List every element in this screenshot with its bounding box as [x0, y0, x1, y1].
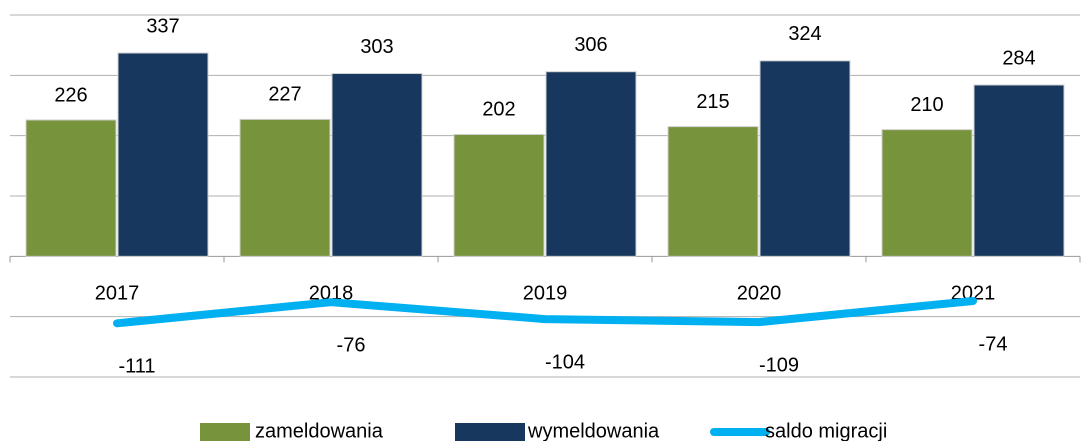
x-tick-label: 2017: [95, 283, 140, 305]
data-label: 210: [910, 94, 943, 116]
data-label: 226: [54, 84, 87, 106]
bar: [331, 73, 423, 257]
data-label: -76: [337, 334, 366, 356]
legend-label: saldo migracji: [765, 420, 887, 441]
bar: [973, 84, 1065, 257]
data-label: 337: [146, 15, 179, 37]
data-label: 303: [360, 36, 393, 58]
legend-label: zameldowania: [255, 420, 384, 441]
data-label: 215: [696, 91, 729, 113]
x-tick-label: 2019: [523, 283, 568, 305]
data-label: -104: [545, 351, 585, 373]
bar: [25, 119, 117, 257]
data-label: 324: [788, 23, 821, 45]
bar: [117, 52, 209, 257]
legend-swatch: [455, 423, 525, 441]
data-label: 284: [1002, 47, 1035, 69]
data-label: -111: [118, 356, 155, 378]
data-label: -74: [979, 333, 1008, 355]
legend-label: wymeldowania: [527, 420, 660, 441]
data-label: 202: [482, 99, 515, 121]
legend-swatch: [200, 423, 250, 441]
bar: [545, 71, 637, 257]
data-label: -109: [759, 354, 799, 376]
bar: [667, 126, 759, 257]
bar: [881, 129, 973, 257]
bar: [239, 118, 331, 257]
data-label: 227: [268, 84, 301, 106]
line: [113, 296, 977, 328]
bar: [453, 133, 545, 257]
bar: [759, 60, 851, 257]
data-label: 306: [574, 34, 607, 56]
x-tick-label: 2020: [737, 283, 782, 305]
